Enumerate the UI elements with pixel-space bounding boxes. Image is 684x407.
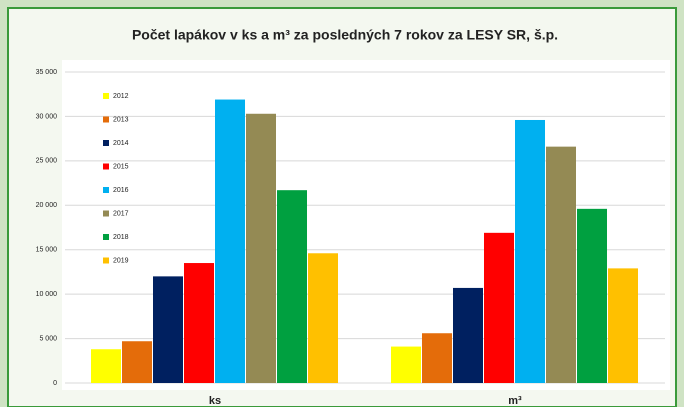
bar xyxy=(308,253,338,383)
bar xyxy=(608,268,638,383)
y-tick-label: 30 000 xyxy=(36,113,58,120)
legend-swatch xyxy=(103,93,109,99)
legend-swatch xyxy=(103,234,109,240)
legend-label: 2016 xyxy=(113,187,129,194)
legend-swatch xyxy=(103,140,109,146)
legend-swatch xyxy=(103,257,109,264)
legend-swatch xyxy=(103,116,109,123)
legend-label: 2019 xyxy=(113,257,129,264)
bar xyxy=(453,287,483,383)
bar xyxy=(422,333,452,383)
y-tick-label: 15 000 xyxy=(36,247,58,254)
bar xyxy=(215,99,245,383)
legend-label: 2012 xyxy=(113,93,129,100)
bar xyxy=(277,190,307,383)
legend-label: 2013 xyxy=(113,116,129,123)
bar xyxy=(122,341,152,383)
legend-label: 2018 xyxy=(113,234,129,241)
bar xyxy=(515,119,545,384)
bar xyxy=(484,232,514,383)
y-tick-label: 20 000 xyxy=(36,202,58,209)
y-tick-label: 10 000 xyxy=(36,291,58,298)
y-tick-label: 35 000 xyxy=(36,69,58,76)
y-tick-label: 0 xyxy=(53,380,57,387)
bar xyxy=(153,276,183,383)
bar xyxy=(391,346,421,383)
x-tick-label: ks xyxy=(209,395,221,407)
y-tick-label: 5 000 xyxy=(39,335,57,342)
y-tick-label: 25 000 xyxy=(36,158,58,165)
legend-swatch xyxy=(103,210,109,217)
x-tick-label: m³ xyxy=(508,395,522,407)
legend-label: 2015 xyxy=(113,163,129,170)
legend-label: 2017 xyxy=(113,210,129,217)
legend-swatch xyxy=(103,163,109,170)
bar xyxy=(546,146,576,383)
legend-swatch xyxy=(103,187,109,193)
bar xyxy=(246,113,276,384)
bar xyxy=(577,208,607,383)
chart-title: Počet lapákov v ks a m³ za posledných 7 … xyxy=(132,27,558,43)
bar xyxy=(184,263,214,383)
bar xyxy=(91,349,121,383)
legend-label: 2014 xyxy=(113,140,129,147)
